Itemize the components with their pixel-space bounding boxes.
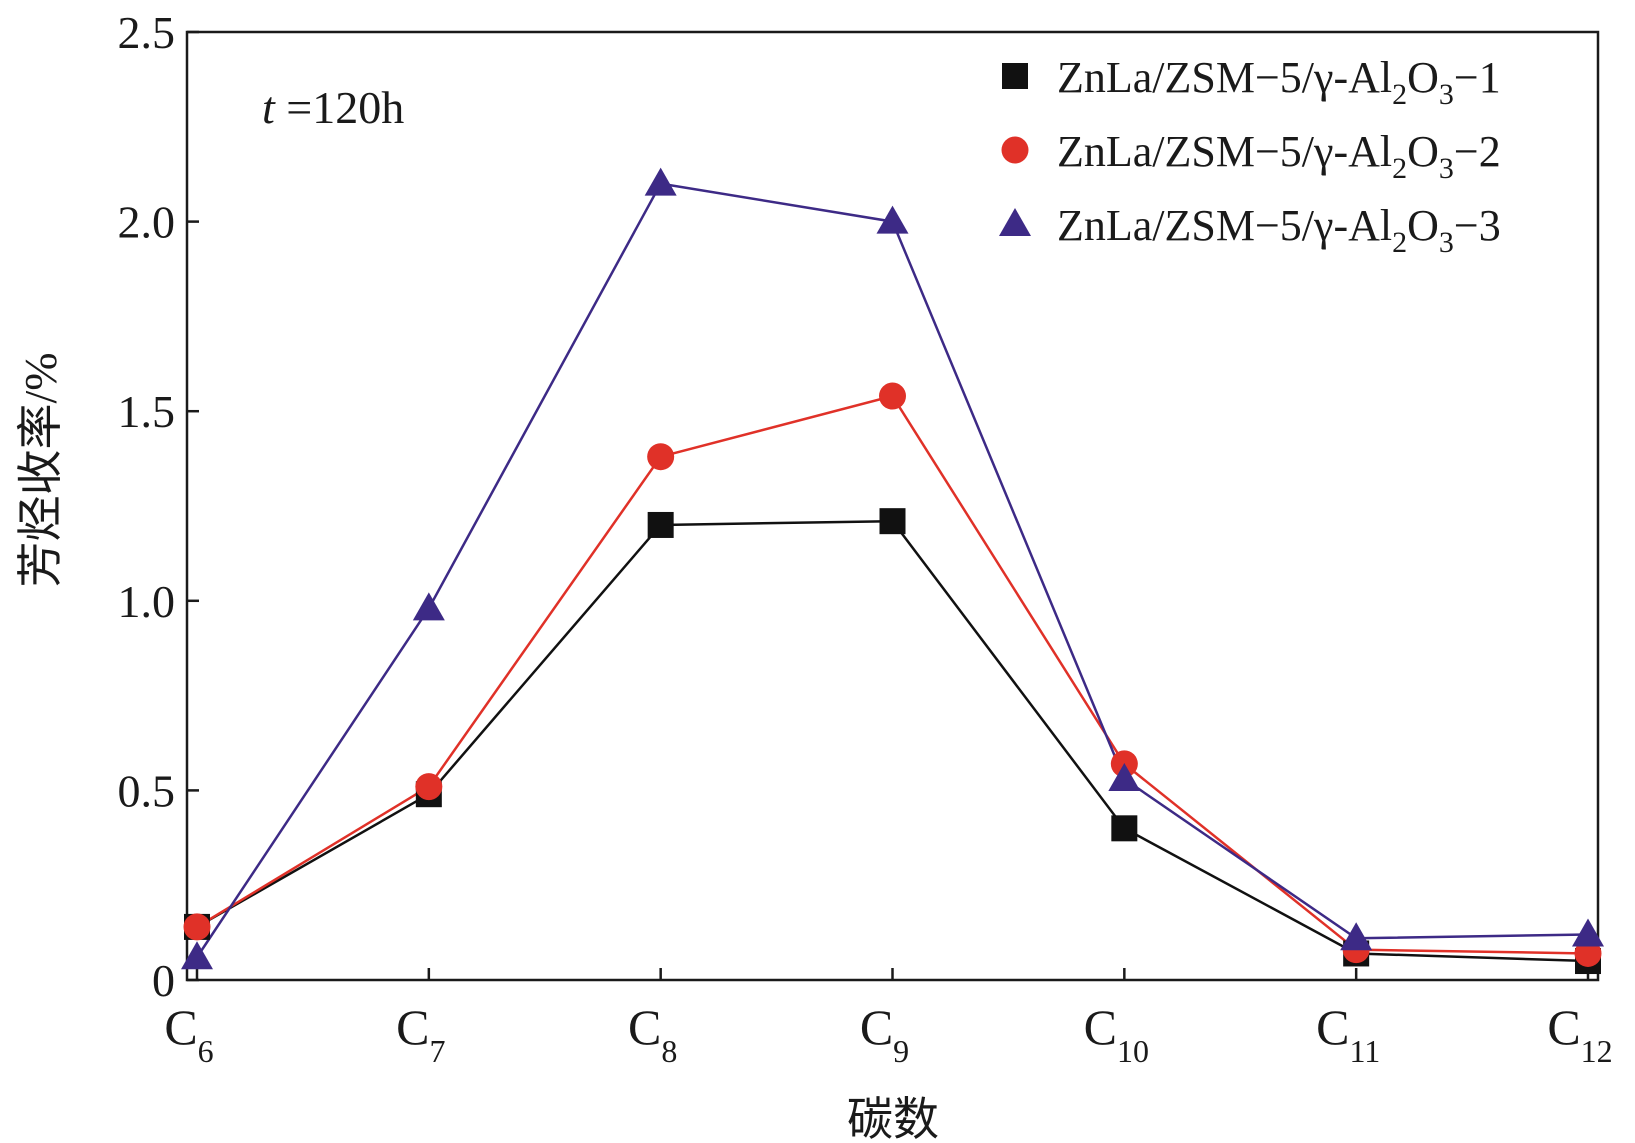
y-tick-label: 2.0 xyxy=(118,197,176,248)
series-1-point xyxy=(647,511,674,538)
x-tick-label: C8 xyxy=(628,999,677,1069)
y-tick-label: 0.5 xyxy=(118,765,176,816)
series-2-point xyxy=(415,773,443,801)
x-axis-label: 碳数 xyxy=(847,1094,939,1143)
series-2-point xyxy=(879,382,906,410)
series-2-point xyxy=(1574,939,1602,967)
series-3-point xyxy=(181,941,213,970)
legend: ZnLa/ZSM−5/γ-Al2O3−1 ZnLa/ZSM−5/γ-Al2O3−2… xyxy=(999,53,1501,259)
series-2-point xyxy=(183,913,211,941)
x-tick-label: C9 xyxy=(860,999,909,1069)
series-3-point xyxy=(1108,763,1141,792)
x-tick-label: C6 xyxy=(164,999,213,1069)
x-tick-label: C7 xyxy=(396,999,445,1069)
legend-3-label: ZnLa/ZSM−5/γ-Al2O3−3 xyxy=(1057,201,1501,259)
series-markers xyxy=(181,167,1604,975)
y-tick-label: 1.0 xyxy=(118,576,176,627)
series-2-line xyxy=(196,394,1589,955)
legend-2-marker xyxy=(1001,136,1029,164)
series-3-point xyxy=(1340,922,1373,951)
x-tick-label: C10 xyxy=(1084,999,1149,1069)
y-tick-label: 2.5 xyxy=(118,7,176,58)
ticks: 0 0.5 1.0 1.5 2.0 2.5 C6 C7 C8 C9 C10 C11 C12 xyxy=(118,7,1613,1069)
series-3-point xyxy=(644,167,677,196)
series-2-point xyxy=(647,443,675,471)
annotation-italic: t xyxy=(262,82,276,133)
series-3-point xyxy=(412,592,445,621)
annotation-text: =120h xyxy=(275,82,404,133)
x-tick-label: C11 xyxy=(1316,999,1380,1069)
series-1-point xyxy=(879,508,906,535)
y-tick-label: 1.5 xyxy=(118,386,176,437)
x-tick-label: C12 xyxy=(1547,999,1612,1069)
y-axis-label: 芳烃收率/% xyxy=(15,352,66,587)
legend-1-marker xyxy=(1002,63,1028,89)
time-annotation: t =120h xyxy=(262,82,404,133)
y-tick-label: 0 xyxy=(152,955,175,1006)
series-lines xyxy=(195,182,1589,963)
legend-3-marker xyxy=(999,208,1031,236)
series-3-line xyxy=(195,182,1589,958)
series-1-point xyxy=(1111,815,1138,842)
legend-1-label: ZnLa/ZSM−5/γ-Al2O3−1 xyxy=(1057,53,1501,111)
series-1-line xyxy=(196,519,1589,963)
series-3-point xyxy=(1572,918,1604,947)
series-3-point xyxy=(876,205,909,234)
legend-2-label: ZnLa/ZSM−5/γ-Al2O3−2 xyxy=(1057,127,1501,185)
